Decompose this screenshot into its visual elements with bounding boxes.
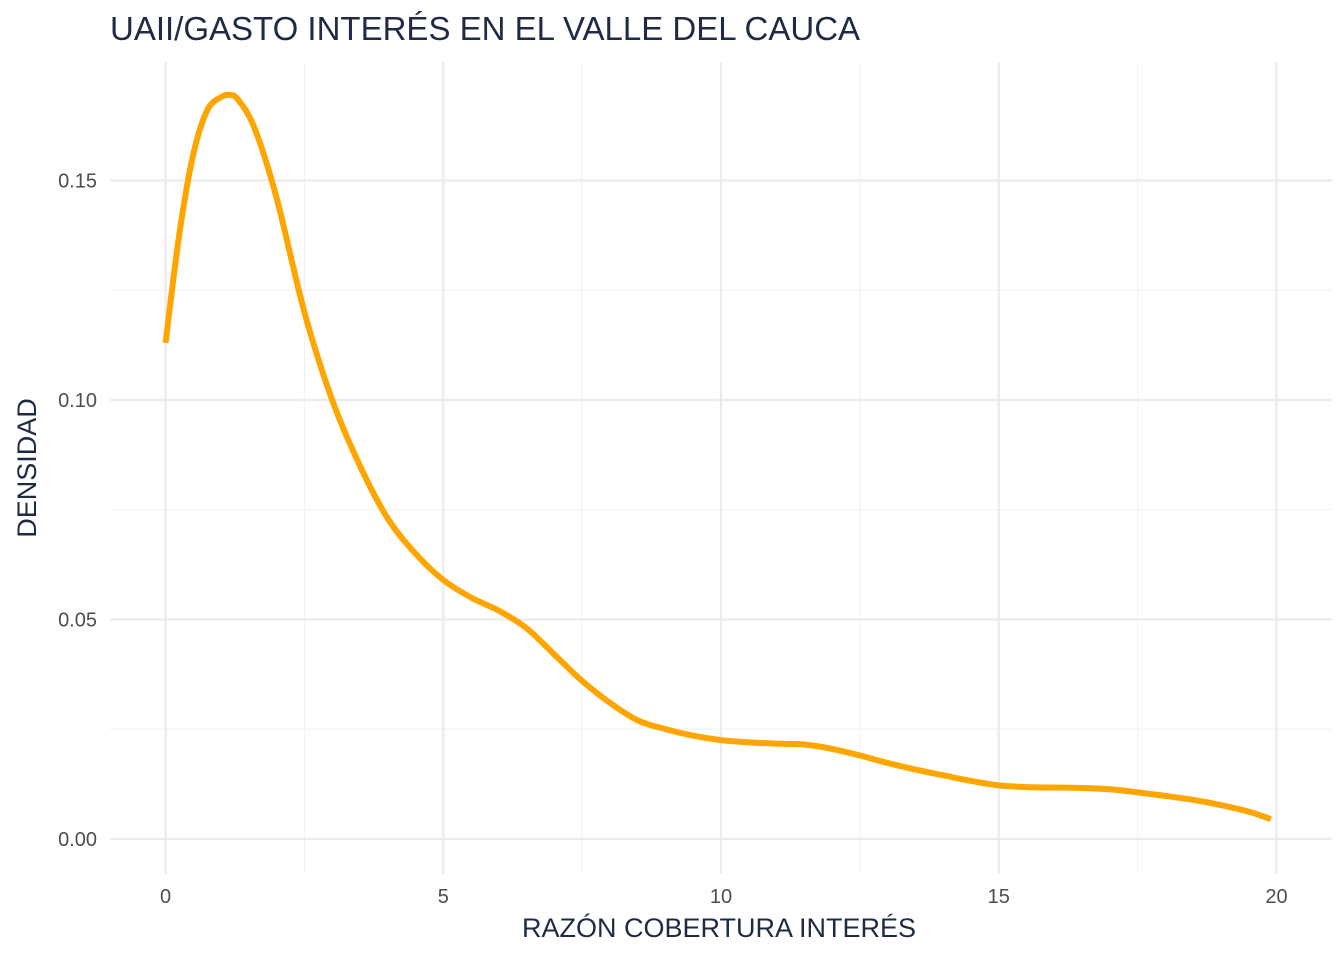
density-line	[162, 91, 1272, 822]
grid	[110, 62, 1332, 874]
x-tick-label-1: 5	[438, 886, 449, 908]
x-tick-label-4: 20	[1265, 886, 1287, 908]
y-tick-label-1: 0.05	[58, 609, 97, 631]
y-tick-label-3: 0.15	[58, 171, 97, 193]
x-tick-label-3: 15	[988, 886, 1010, 908]
x-tick-label-2: 10	[710, 886, 732, 908]
x-tick-label-0: 0	[160, 886, 171, 908]
y-axis-title: DENSIDAD	[12, 398, 42, 538]
chart-title: UAII/GASTO INTERÉS EN EL VALLE DEL CAUCA	[110, 10, 860, 47]
y-axis-tick-labels: 0.00 0.05 0.10 0.15	[58, 171, 97, 851]
y-tick-label-2: 0.10	[58, 390, 97, 412]
x-axis-tick-labels: 0 5 10 15 20	[160, 886, 1288, 908]
y-tick-label-0: 0.00	[58, 829, 97, 851]
x-axis-title: RAZÓN COBERTURA INTERÉS	[522, 912, 916, 943]
